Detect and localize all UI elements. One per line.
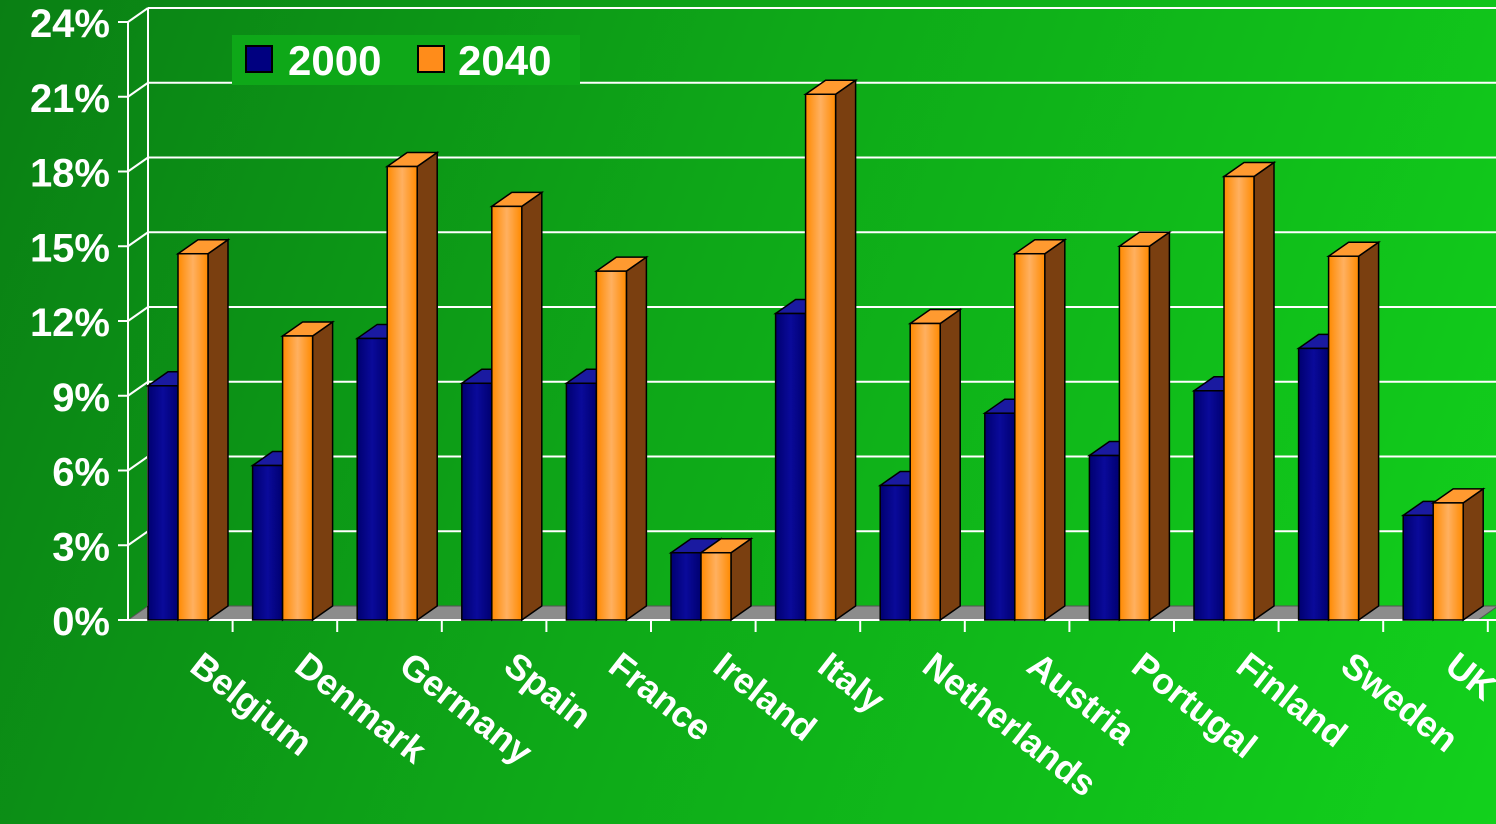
legend-swatch-2040: [417, 45, 445, 73]
bar-2040-austria: [1012, 238, 1068, 622]
gridline-depth: [127, 231, 149, 248]
bar-2040-netherlands: [907, 308, 963, 622]
y-axis: 0% 3% 6% 9% 12% 15% 18% 21% 24%: [30, 2, 129, 644]
bar-2040-uk: [1430, 487, 1486, 622]
bar-2040-france: [594, 255, 649, 622]
gridline-depth: [127, 530, 149, 547]
gridline-depth: [127, 380, 149, 397]
legend-swatch-2000: [245, 45, 273, 73]
y-tick-label: 3%: [52, 525, 110, 569]
bar-2040-belgium: [175, 238, 231, 622]
y-tick-label: 0%: [52, 600, 110, 644]
gridline-depth: [127, 7, 149, 23]
y-tick-label: 18%: [30, 152, 110, 196]
x-tick-label: France: [601, 644, 719, 749]
x-tick-label: Sweden: [1334, 644, 1466, 760]
y-tick-label: 6%: [52, 451, 110, 495]
gridline-depth: [127, 455, 149, 472]
bar-2040-denmark: [280, 320, 335, 622]
legend-label-2040: 2040: [458, 37, 551, 84]
bars: [145, 78, 1486, 622]
bar-2040-sweden: [1326, 240, 1381, 622]
y-tick-label: 12%: [30, 301, 110, 345]
y-tick-label: 21%: [30, 77, 110, 121]
legend-label-2000: 2000: [288, 37, 381, 84]
bar-2040-finland: [1221, 161, 1277, 622]
bar-2040-italy: [803, 78, 858, 622]
legend: 2000 2040: [232, 35, 580, 85]
gridline-depth: [127, 156, 149, 173]
gridline-depth: [127, 306, 149, 322]
y-tick-label: 9%: [52, 376, 110, 420]
x-tick-label: Ireland: [706, 644, 824, 749]
bar-2040-portugal: [1117, 230, 1172, 622]
y-tick-label: 15%: [30, 226, 110, 270]
y-tick-label: 24%: [30, 2, 110, 46]
x-tick-label: UK: [1438, 644, 1496, 708]
legend-background: [232, 35, 580, 85]
bar-2040-germany: [384, 151, 440, 622]
bar-2040-spain: [489, 190, 545, 622]
bar-2040-ireland: [698, 537, 754, 622]
gridline-depth: [127, 81, 149, 98]
x-tick-label: Italy: [811, 644, 893, 721]
